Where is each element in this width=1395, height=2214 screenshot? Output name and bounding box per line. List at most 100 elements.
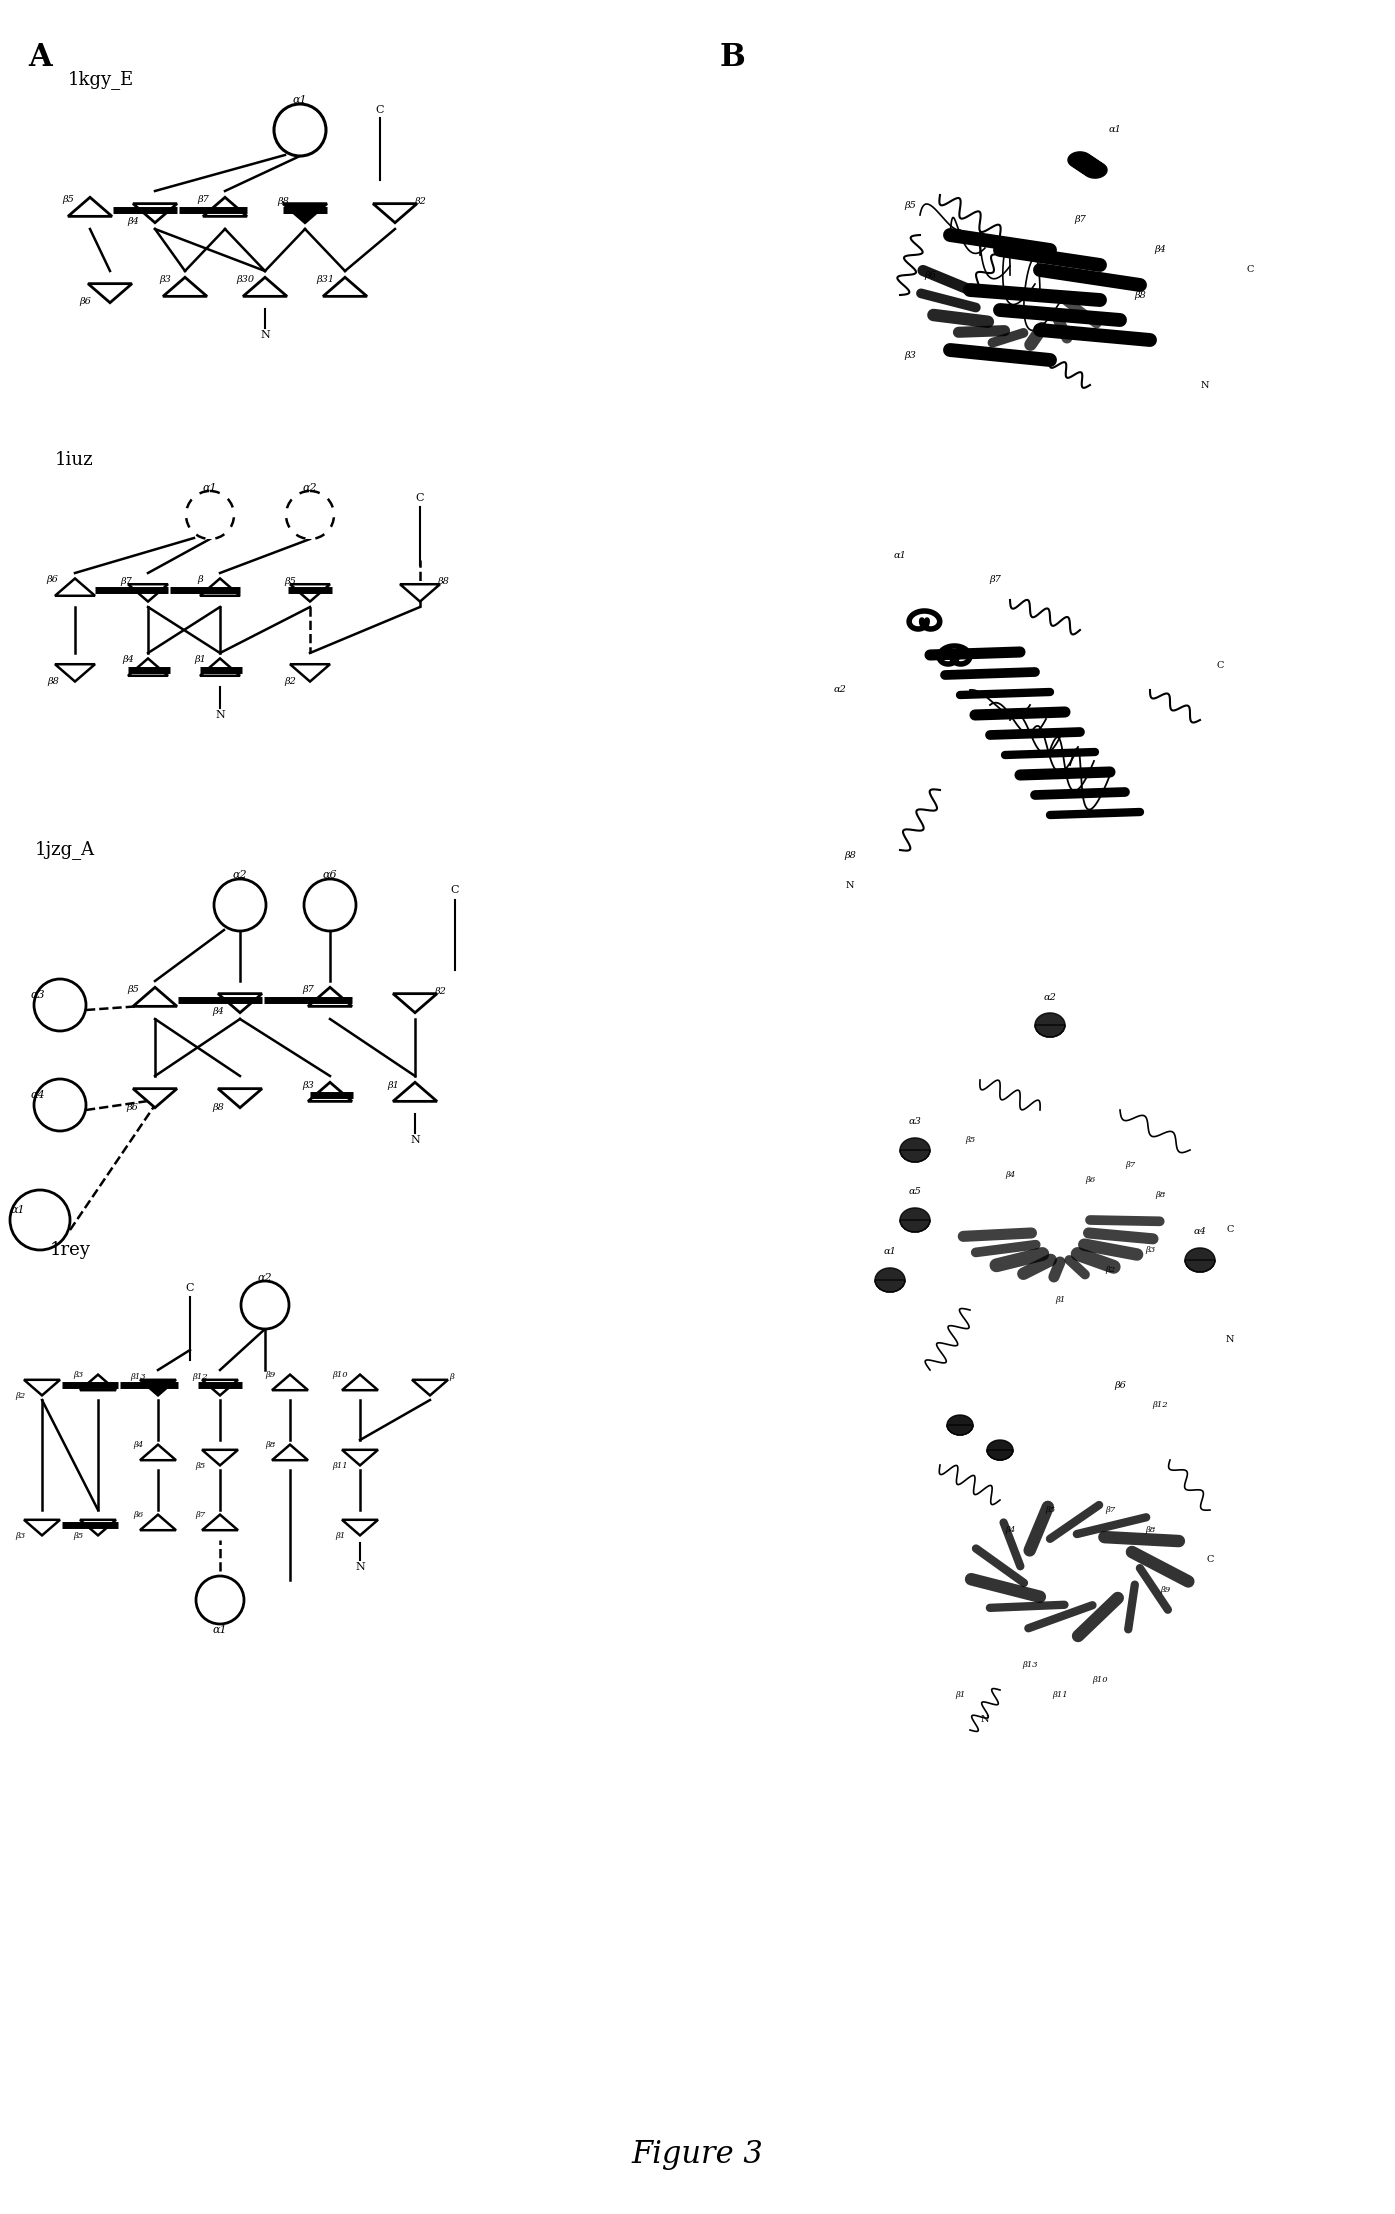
Polygon shape xyxy=(140,1444,176,1461)
Polygon shape xyxy=(133,204,177,224)
Text: β31: β31 xyxy=(315,275,333,286)
Polygon shape xyxy=(875,1269,905,1293)
Polygon shape xyxy=(68,197,112,217)
Text: N: N xyxy=(356,1563,365,1572)
Text: 1rey: 1rey xyxy=(50,1242,91,1260)
Polygon shape xyxy=(393,994,437,1012)
Polygon shape xyxy=(400,584,439,602)
Text: β3: β3 xyxy=(73,1370,84,1379)
Text: β6: β6 xyxy=(46,576,59,584)
Text: β1: β1 xyxy=(1055,1295,1066,1304)
Polygon shape xyxy=(204,197,247,217)
Text: α1: α1 xyxy=(1109,126,1122,135)
Text: β: β xyxy=(449,1373,455,1382)
Polygon shape xyxy=(199,578,240,596)
Polygon shape xyxy=(900,1209,930,1233)
Text: β2: β2 xyxy=(15,1393,25,1399)
Polygon shape xyxy=(128,658,167,675)
Text: β5: β5 xyxy=(285,578,296,587)
Text: β5: β5 xyxy=(127,985,140,994)
Text: β5: β5 xyxy=(61,195,74,204)
Text: β3: β3 xyxy=(15,1532,25,1541)
Text: α5: α5 xyxy=(908,1187,922,1196)
Polygon shape xyxy=(272,1444,308,1461)
Polygon shape xyxy=(988,1439,1013,1459)
Polygon shape xyxy=(54,578,95,596)
Text: N: N xyxy=(259,330,269,341)
Circle shape xyxy=(213,879,266,932)
Text: C: C xyxy=(186,1282,194,1293)
Circle shape xyxy=(197,1576,244,1625)
Text: β4: β4 xyxy=(123,655,134,664)
Text: β7: β7 xyxy=(1124,1160,1136,1169)
Text: β4: β4 xyxy=(1004,1525,1016,1534)
Polygon shape xyxy=(1077,157,1101,175)
Polygon shape xyxy=(24,1379,60,1395)
Text: β9: β9 xyxy=(1159,1585,1170,1594)
Polygon shape xyxy=(324,277,367,297)
Text: β7: β7 xyxy=(197,195,209,204)
Text: β5: β5 xyxy=(904,201,917,210)
Text: β12: β12 xyxy=(193,1373,208,1382)
Text: β1: β1 xyxy=(954,1691,965,1698)
Text: 1iuz: 1iuz xyxy=(54,452,93,469)
Text: β13: β13 xyxy=(1023,1660,1038,1669)
Polygon shape xyxy=(393,1083,437,1100)
Text: β8: β8 xyxy=(1134,290,1145,299)
Text: β1: β1 xyxy=(1144,337,1156,345)
Polygon shape xyxy=(133,1089,177,1107)
Circle shape xyxy=(241,1282,289,1328)
Text: β: β xyxy=(197,576,202,584)
Text: β6: β6 xyxy=(126,1103,138,1111)
Text: β7: β7 xyxy=(1074,215,1085,224)
Text: β1: β1 xyxy=(386,1080,399,1089)
Text: β8: β8 xyxy=(1155,1191,1165,1200)
Text: β3: β3 xyxy=(904,350,917,359)
Text: β8: β8 xyxy=(1145,1525,1155,1534)
Polygon shape xyxy=(308,987,352,1007)
Text: β2: β2 xyxy=(285,677,296,686)
Polygon shape xyxy=(88,283,133,303)
Polygon shape xyxy=(80,1519,116,1534)
Text: β6: β6 xyxy=(133,1510,144,1519)
Polygon shape xyxy=(1074,155,1098,173)
Circle shape xyxy=(286,492,333,538)
Polygon shape xyxy=(202,1450,239,1466)
Text: C: C xyxy=(1207,1556,1214,1565)
Text: C: C xyxy=(416,494,424,503)
Circle shape xyxy=(33,979,86,1032)
Text: α1: α1 xyxy=(883,1246,897,1258)
Polygon shape xyxy=(133,987,177,1007)
Text: N: N xyxy=(410,1136,420,1145)
Text: β10: β10 xyxy=(332,1370,347,1379)
Text: α3: α3 xyxy=(31,990,45,1001)
Text: A: A xyxy=(28,42,52,73)
Text: β5: β5 xyxy=(195,1461,205,1470)
Text: β3: β3 xyxy=(159,275,172,286)
Text: β30: β30 xyxy=(236,275,254,286)
Text: β8: β8 xyxy=(278,197,289,206)
Polygon shape xyxy=(1071,155,1095,170)
Polygon shape xyxy=(202,1514,239,1530)
Polygon shape xyxy=(202,1379,239,1395)
Text: β7: β7 xyxy=(1105,1506,1115,1514)
Text: α1: α1 xyxy=(293,95,307,104)
Polygon shape xyxy=(290,664,331,682)
Polygon shape xyxy=(1083,162,1108,177)
Text: β13: β13 xyxy=(130,1373,146,1382)
Text: N: N xyxy=(1226,1335,1235,1344)
Circle shape xyxy=(273,104,326,155)
Text: β8: β8 xyxy=(265,1441,275,1448)
Text: β6: β6 xyxy=(80,297,91,306)
Text: N: N xyxy=(981,1716,989,1725)
Text: β7: β7 xyxy=(195,1510,205,1519)
Text: β3: β3 xyxy=(1145,1246,1155,1253)
Polygon shape xyxy=(290,584,331,602)
Text: β10: β10 xyxy=(1092,1676,1108,1685)
Text: β1: β1 xyxy=(194,655,206,664)
Text: β4: β4 xyxy=(1154,246,1166,255)
Polygon shape xyxy=(283,204,326,224)
Text: C: C xyxy=(375,104,384,115)
Text: β5: β5 xyxy=(73,1532,84,1541)
Text: β4: β4 xyxy=(127,217,140,226)
